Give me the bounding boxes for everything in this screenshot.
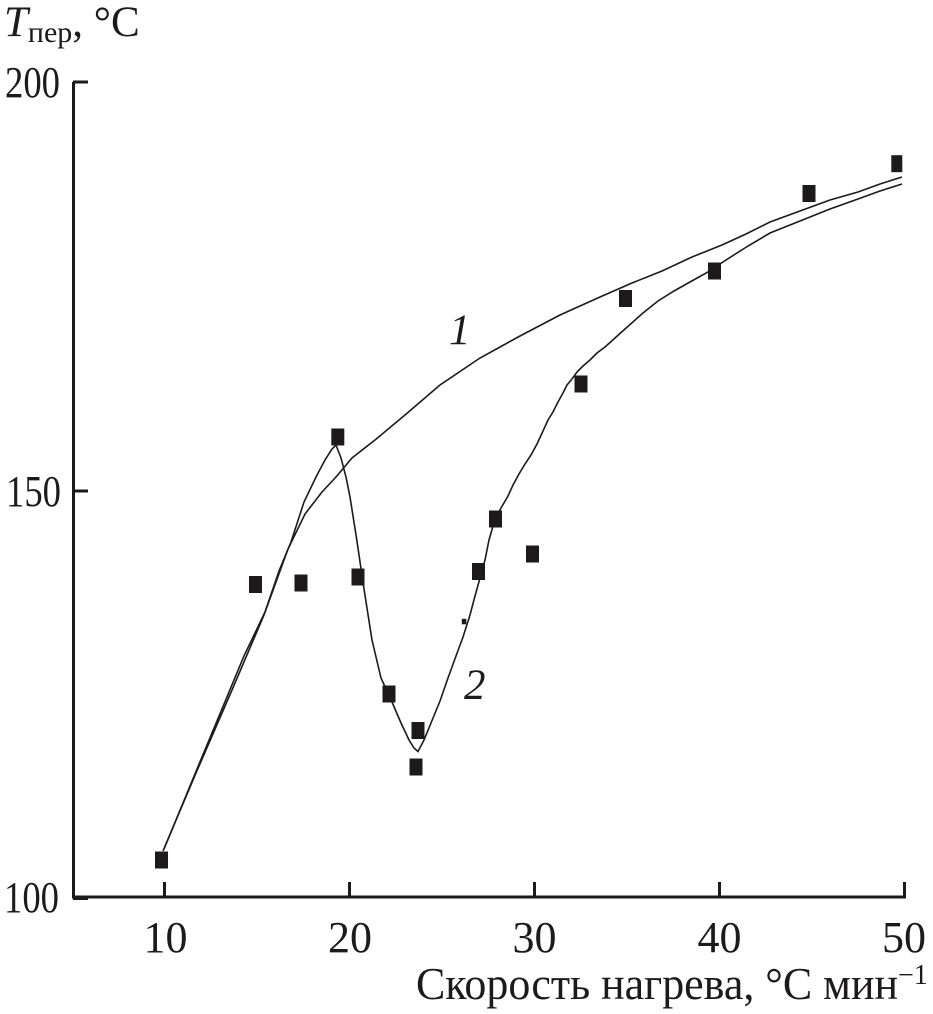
svg-text:1: 1	[449, 307, 471, 354]
svg-text:40: 40	[698, 913, 742, 962]
svg-text:Скорость нагрева, °C мин−1: Скорость нагрева, °C мин−1	[416, 959, 928, 1009]
svg-text:20: 20	[328, 913, 372, 962]
svg-text:2: 2	[464, 662, 486, 709]
svg-text:10: 10	[144, 913, 188, 962]
svg-text:100: 100	[4, 873, 59, 922]
svg-text:Tпер, °C: Tпер, °C	[4, 0, 140, 49]
svg-text:50: 50	[882, 913, 926, 962]
svg-text:200: 200	[5, 58, 60, 107]
svg-text:150: 150	[6, 467, 61, 516]
svg-text:30: 30	[513, 913, 557, 962]
